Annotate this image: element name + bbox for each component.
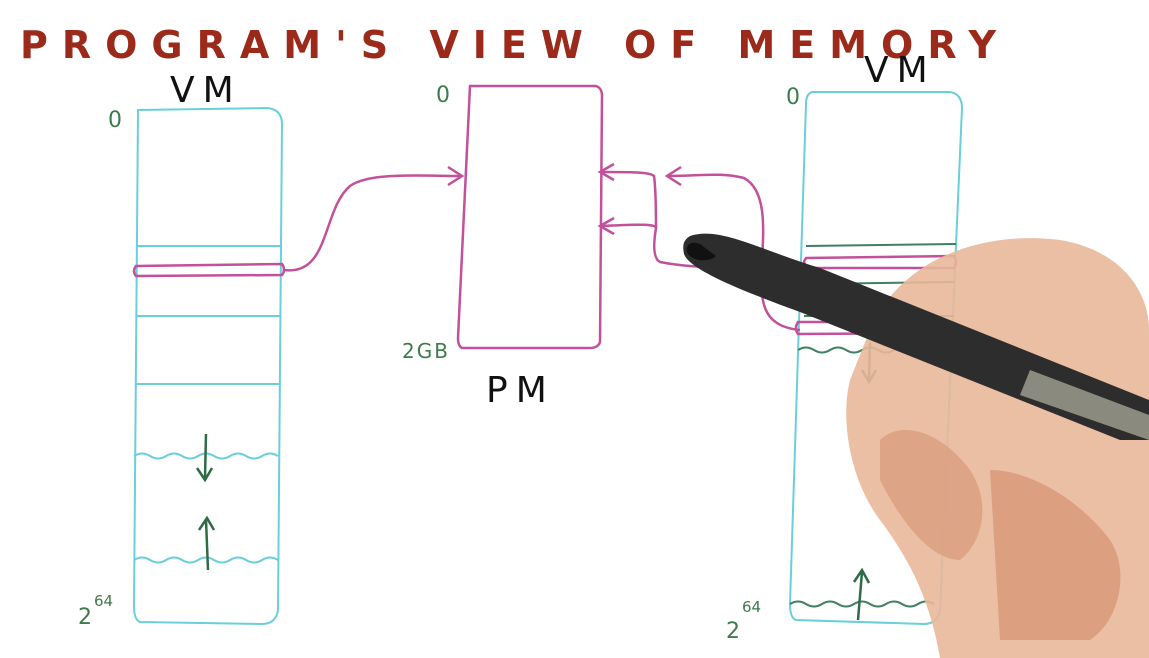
left-mapping-arrow	[283, 165, 465, 272]
right-vm-box	[788, 91, 964, 626]
right-vm-top-address: 0	[786, 85, 800, 110]
right-vm-bottom-address-base: 2	[726, 619, 740, 644]
right-mapping-arrow-3	[664, 165, 801, 332]
pm-label: PM	[486, 370, 555, 411]
pm-box	[456, 84, 604, 350]
pm-top-address: 0	[436, 83, 450, 108]
left-vm-dividers	[133, 245, 280, 564]
right-vm-bottom-address-exponent: 64	[742, 598, 761, 616]
left-vm-label: VM	[170, 70, 242, 111]
left-vm-box	[132, 106, 284, 626]
pm-bottom-address: 2GB	[402, 339, 450, 363]
left-vm-mapped-page	[132, 262, 286, 278]
hand-holding-marker-image	[683, 233, 1149, 658]
diagram-title: PROGRAM'S VIEW OF MEMORY	[20, 23, 1010, 67]
right-vm-label: VM	[864, 50, 936, 91]
left-vm-bottom-address-exponent: 64	[94, 592, 113, 610]
left-vm-heap-growth-arrow	[197, 515, 216, 571]
right-vm-heap-growth-arrow	[852, 567, 871, 621]
left-vm-stack-growth-arrow	[195, 433, 214, 483]
right-mapping-arrow-2	[597, 162, 658, 229]
left-vm-top-address: 0	[108, 108, 122, 133]
left-vm-bottom-address-base: 2	[78, 605, 92, 630]
